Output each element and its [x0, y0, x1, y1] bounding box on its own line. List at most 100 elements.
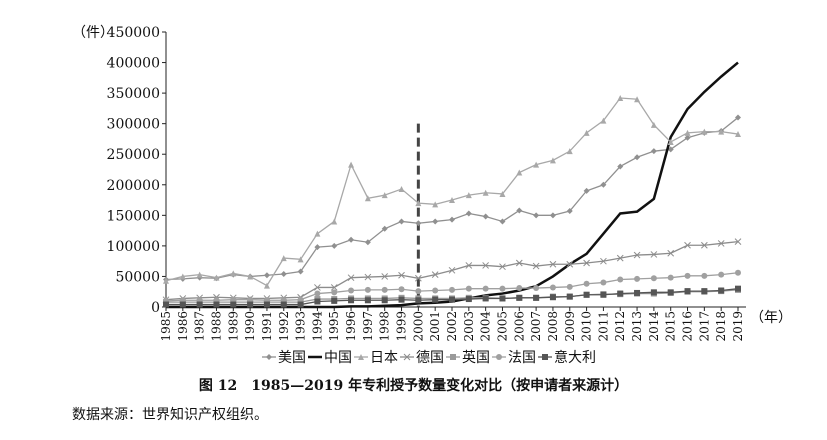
data-point [684, 288, 691, 295]
data-point [263, 272, 270, 279]
legend-item-日本: 日本 [354, 350, 398, 366]
x-tick-label: 1998 [378, 311, 392, 342]
data-point [650, 121, 657, 128]
data-point [432, 287, 439, 294]
x-tick-label: 2012 [613, 311, 627, 342]
data-point [465, 285, 472, 292]
data-point [515, 259, 523, 267]
x-tick-label: 1991 [260, 311, 274, 342]
data-point [415, 200, 422, 207]
data-point [213, 301, 220, 308]
data-point [398, 286, 405, 293]
chart-series [162, 61, 742, 309]
x-tick-label: 2010 [580, 311, 594, 342]
data-point [549, 284, 556, 291]
data-point [348, 287, 355, 294]
data-point [398, 271, 405, 279]
data-point [516, 169, 523, 176]
data-point [364, 239, 371, 246]
data-point [734, 238, 742, 245]
data-point [735, 131, 741, 138]
x-tick-label: 2014 [647, 311, 661, 342]
data-point [482, 213, 489, 220]
x-marker-stroke [532, 262, 540, 270]
data-point [364, 297, 371, 304]
data-point [314, 290, 321, 297]
data-point [634, 289, 641, 296]
data-point [532, 262, 540, 270]
data-point [398, 186, 405, 193]
data-point [718, 271, 725, 278]
data-point [432, 296, 439, 303]
data-point [230, 301, 237, 308]
data-point [650, 251, 658, 258]
data-point [449, 296, 455, 303]
data-point [583, 280, 590, 287]
data-point [499, 218, 506, 225]
y-tick-label: 50000 [115, 269, 160, 285]
data-point [684, 134, 691, 141]
x-tick-label: 2013 [630, 311, 644, 342]
data-point [179, 301, 186, 308]
data-point [414, 274, 422, 282]
x-marker-stroke [633, 251, 641, 259]
data-point [482, 189, 489, 196]
data-point [549, 260, 557, 268]
x-tick-label: 2004 [479, 311, 493, 342]
x-tick-label: 2002 [445, 311, 459, 342]
x-tick-label: 2016 [681, 311, 695, 342]
x-marker-stroke [667, 249, 675, 257]
legend-item-英国: 英国 [446, 349, 490, 366]
data-point [566, 260, 574, 268]
data-point [280, 301, 287, 308]
legend-swatch-marker [403, 353, 411, 361]
data-point [735, 114, 741, 121]
data-point [718, 287, 725, 294]
y-tick-label: 100000 [107, 239, 160, 255]
data-point [449, 286, 455, 293]
data-point [364, 273, 372, 281]
data-point [566, 283, 573, 290]
x-tick-label: 2015 [664, 311, 678, 342]
data-point [449, 216, 455, 223]
x-marker-stroke [684, 241, 691, 249]
x-tick-label: 1993 [294, 311, 308, 342]
data-point [449, 197, 455, 204]
data-point [297, 256, 304, 263]
x-marker-stroke [549, 260, 557, 268]
y-tick-label: 300000 [107, 117, 160, 133]
x-tick-label: 2003 [462, 311, 476, 342]
x-tick-label: 1987 [193, 311, 207, 342]
data-point [583, 259, 590, 267]
data-point [566, 148, 573, 155]
data-point [280, 255, 287, 262]
data-point [617, 276, 624, 283]
data-point [701, 288, 708, 295]
data-point [617, 95, 624, 101]
data-point [600, 117, 607, 124]
data-point [364, 195, 371, 202]
legend-item-美国: 美国 [262, 350, 306, 366]
data-point [482, 262, 490, 269]
legend-label: 中国 [324, 350, 352, 366]
legend-item-德国: 德国 [400, 350, 444, 366]
x-marker-stroke [499, 263, 506, 271]
data-point [331, 242, 338, 249]
data-point [634, 154, 641, 161]
x-marker-stroke [482, 262, 490, 269]
data-point [616, 254, 624, 262]
data-point [684, 129, 691, 136]
data-point [499, 263, 506, 271]
x-marker-stroke [515, 259, 523, 267]
data-point [465, 262, 473, 269]
x-marker-stroke [717, 240, 725, 247]
x-tick-label: 1995 [327, 311, 341, 342]
data-point [634, 275, 641, 282]
x-tick-label: 2009 [563, 311, 577, 342]
data-point [684, 241, 691, 249]
x-tick-label: 2011 [596, 311, 610, 342]
data-point [650, 289, 657, 296]
data-point [600, 291, 607, 298]
data-point [516, 294, 523, 301]
data-point [667, 249, 675, 257]
